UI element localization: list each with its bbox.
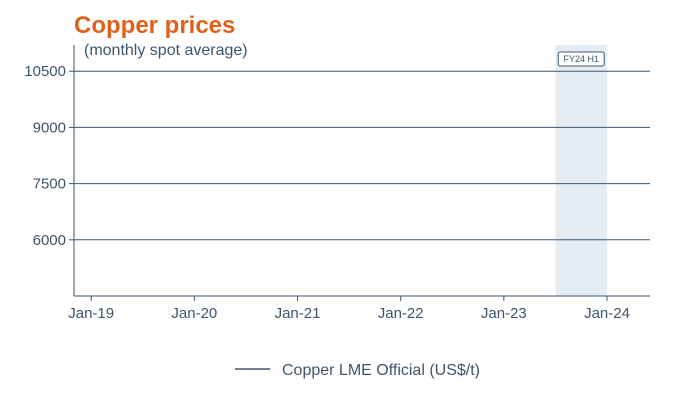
x-tick-label: Jan-20 bbox=[171, 305, 217, 322]
legend-label: Copper LME Official (US$/t) bbox=[282, 362, 480, 379]
fy24-h1-annotation: FY24 H1 bbox=[557, 51, 605, 67]
y-axis-ticks: 6000 7500 9000 10500 bbox=[24, 63, 74, 249]
x-tick-label: Jan-24 bbox=[584, 305, 630, 322]
annotation-label: FY24 H1 bbox=[563, 54, 599, 64]
x-tick-label: Jan-22 bbox=[378, 305, 424, 322]
chart-subtitle: (monthly spot average) bbox=[84, 42, 248, 59]
y-tick-label: 6000 bbox=[33, 232, 66, 249]
x-tick-label: Jan-23 bbox=[481, 305, 527, 322]
x-axis-ticks: Jan-19 Jan-20 Jan-21 Jan-22 Jan-23 Jan-24 bbox=[68, 296, 630, 322]
annotation-box bbox=[557, 51, 605, 67]
legend: Copper LME Official (US$/t) bbox=[235, 362, 480, 379]
y-tick-label: 10500 bbox=[24, 63, 66, 80]
x-tick-label: Jan-21 bbox=[275, 305, 321, 322]
y-tick-label: 9000 bbox=[33, 119, 66, 136]
chart-title: Copper prices bbox=[74, 12, 236, 39]
fy24-h1-shaded-region bbox=[555, 45, 608, 296]
gridlines bbox=[74, 70, 650, 241]
x-tick-label: Jan-19 bbox=[68, 305, 114, 322]
y-tick-label: 7500 bbox=[33, 176, 66, 193]
